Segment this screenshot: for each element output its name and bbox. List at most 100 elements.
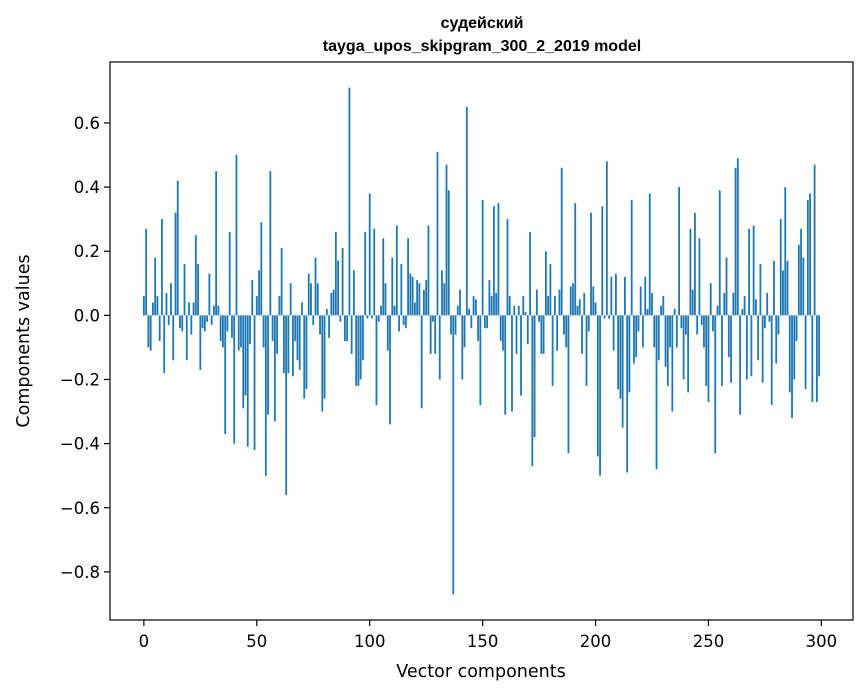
bar-194 xyxy=(581,315,583,354)
bar-35 xyxy=(222,315,224,348)
bar-25 xyxy=(199,315,202,370)
bar-222 xyxy=(644,276,647,316)
bar-55 xyxy=(267,315,269,415)
bar-178 xyxy=(544,251,547,316)
bar-201 xyxy=(596,315,599,457)
bar-61 xyxy=(280,248,283,316)
bar-151 xyxy=(483,315,486,329)
bar-177 xyxy=(542,315,545,354)
bar-286 xyxy=(788,315,791,393)
bar-64 xyxy=(287,315,290,374)
bar-24 xyxy=(197,264,199,316)
bar-250 xyxy=(707,315,710,402)
bar-158 xyxy=(499,315,502,341)
bar-188 xyxy=(567,315,570,454)
bar-27 xyxy=(203,315,206,332)
bar-136 xyxy=(450,315,452,335)
bar-131 xyxy=(438,315,441,380)
bar-146 xyxy=(472,296,475,316)
bar-217 xyxy=(633,315,635,364)
bar-31 xyxy=(212,305,215,316)
bar-253 xyxy=(714,315,717,454)
bar-190 xyxy=(572,283,574,316)
bar-193 xyxy=(578,299,581,316)
bar-110 xyxy=(391,257,394,316)
bar-287 xyxy=(791,315,793,418)
bar-13 xyxy=(172,315,175,361)
bar-269 xyxy=(750,315,753,377)
bar-163 xyxy=(511,315,513,412)
bar-223 xyxy=(646,308,649,316)
bar-221 xyxy=(642,315,644,348)
bar-273 xyxy=(759,264,762,316)
bar-243 xyxy=(691,289,694,316)
bar-289 xyxy=(795,315,798,341)
bar-137 xyxy=(452,315,455,595)
bar-226 xyxy=(653,315,656,348)
bar-123 xyxy=(420,315,423,409)
bar-9 xyxy=(163,315,166,374)
bar-200 xyxy=(594,302,597,316)
y-tick-label: 0.4 xyxy=(74,178,100,197)
bar-248 xyxy=(703,315,705,348)
bar-209 xyxy=(614,273,617,316)
bar-81 xyxy=(325,308,328,316)
bar-215 xyxy=(628,315,631,393)
bar-283 xyxy=(782,270,784,316)
bar-145 xyxy=(470,315,473,329)
bar-293 xyxy=(804,315,807,390)
bar-205 xyxy=(605,161,608,316)
bar-240 xyxy=(684,315,687,335)
bar-171 xyxy=(529,231,531,316)
bar-252 xyxy=(712,315,714,332)
bar-277 xyxy=(768,315,771,322)
bar-197 xyxy=(587,315,590,332)
bar-202 xyxy=(599,315,601,476)
bar-155 xyxy=(493,206,495,316)
bar-149 xyxy=(479,315,482,406)
bar-196 xyxy=(585,315,588,386)
bar-6 xyxy=(156,296,159,316)
bar-174 xyxy=(535,289,538,316)
bar-56 xyxy=(269,171,272,316)
bar-278 xyxy=(770,315,773,406)
bar-87 xyxy=(339,315,342,322)
bar-249 xyxy=(705,315,708,386)
bar-195 xyxy=(583,292,586,316)
bar-211 xyxy=(619,315,622,399)
bar-26 xyxy=(201,315,204,329)
bar-208 xyxy=(612,315,615,351)
bar-246 xyxy=(698,238,701,316)
bar-59 xyxy=(276,315,279,354)
bar-86 xyxy=(337,260,339,316)
bar-230 xyxy=(662,296,665,316)
bar-212 xyxy=(621,315,624,428)
bar-97 xyxy=(362,315,364,361)
bar-100 xyxy=(368,193,371,316)
bar-119 xyxy=(411,276,414,316)
bar-231 xyxy=(664,315,667,367)
bar-140 xyxy=(459,289,461,316)
bar-189 xyxy=(569,286,572,316)
bar-98 xyxy=(364,231,367,316)
bar-112 xyxy=(395,225,398,316)
bar-46 xyxy=(246,315,249,447)
bar-285 xyxy=(786,260,789,316)
bar-57 xyxy=(271,315,274,341)
bar-58 xyxy=(273,315,276,422)
bar-233 xyxy=(669,315,671,348)
bar-232 xyxy=(666,315,669,386)
bar-54 xyxy=(264,315,267,476)
bar-241 xyxy=(687,315,690,393)
bar-29 xyxy=(208,273,211,316)
bar-122 xyxy=(418,283,421,316)
bar-34 xyxy=(219,315,222,341)
bar-167 xyxy=(520,315,522,396)
bar-95 xyxy=(357,315,360,386)
bar-141 xyxy=(461,315,464,380)
bar-124 xyxy=(423,289,425,316)
bar-299 xyxy=(818,315,821,377)
bar-225 xyxy=(651,292,653,316)
bar-247 xyxy=(700,315,703,325)
